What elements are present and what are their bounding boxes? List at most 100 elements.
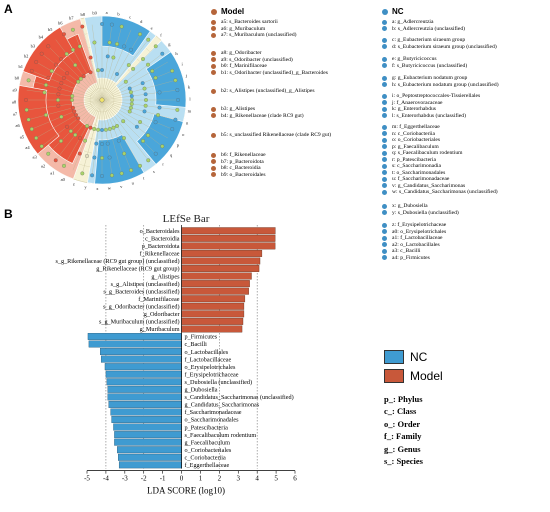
nc-legend-item: e: g_Butyricicoccus: [392, 56, 437, 62]
nc-bar: [118, 453, 182, 461]
cladogram-node: [143, 92, 148, 97]
model-legend-marker: [211, 113, 216, 118]
cladogram-branch: [101, 99, 149, 161]
cladogram-branch: [36, 99, 103, 139]
nc-bar: [88, 340, 182, 348]
cladogram-branch: [63, 34, 103, 101]
cladogram-node: [107, 127, 112, 131]
cladogram-label: k: [188, 85, 191, 90]
cladogram-branch: [101, 46, 156, 101]
cladogram-node: [59, 114, 64, 119]
cladogram-node: [146, 37, 151, 42]
cladogram-node: [138, 120, 143, 124]
nc-bar-label: o_Coriobacteriales: [185, 447, 232, 454]
model-bar: [181, 257, 261, 265]
model-legend-item: b9: o_Bacteroidales: [221, 171, 266, 178]
nc-legend-marker: [382, 163, 387, 169]
cladogram-label: t: [143, 175, 145, 180]
nc-legend-item: h: s_Eubacterium nodatum group (unclassi…: [392, 81, 499, 88]
cladogram-branch: [41, 53, 103, 101]
cladogram-node: [53, 158, 58, 163]
cladogram-branch: [91, 99, 103, 176]
cladogram-label: o: [182, 132, 185, 137]
nc-legend-item: j: f_Anaerovoracaceae: [392, 99, 443, 106]
model-legend-item: a8: g_Odoribacter: [221, 50, 262, 56]
model-legend-marker: [211, 19, 216, 25]
cladogram-node: [65, 71, 70, 76]
cladogram-branch: [91, 24, 103, 101]
cladogram-branch: [36, 61, 103, 101]
cladogram-node: [46, 151, 51, 156]
nc-legend-item: v: g_Candidatus_Saccharimonas: [392, 182, 466, 189]
cladogram-label: b0: [15, 76, 20, 81]
nc-legend-marker: [382, 203, 387, 209]
taxonomy-family: f_: Family: [384, 431, 422, 442]
nc-legend-marker: [382, 183, 387, 188]
nc-legend-item: z: f_Erysipelotrichaceae: [392, 222, 447, 228]
x-tick-label: -3: [122, 475, 128, 483]
nc-bar: [108, 400, 182, 408]
nc-legend-item: b: s_Adlercreutzia (unclassified): [392, 25, 466, 32]
cladogram-label: a3: [33, 155, 38, 160]
cladogram-node: [26, 78, 31, 83]
cladogram-node: [78, 76, 83, 81]
cladogram-node: [100, 128, 104, 132]
cladogram-label: i: [182, 62, 184, 67]
nc-legend-marker: [382, 235, 387, 241]
nc-legend-item: c: g_Eubacterium siraeum group: [392, 37, 466, 43]
nc-legend-marker: [382, 157, 387, 162]
model-legend-marker: [211, 57, 216, 62]
cladogram-node: [109, 173, 114, 178]
cladogram-label: a2: [41, 163, 45, 168]
cladogram-branch: [55, 99, 103, 161]
cladogram-branch: [72, 29, 103, 101]
cladogram-label: h: [175, 51, 178, 56]
cladogram-node: [88, 55, 93, 60]
cladogram-label: a9: [13, 87, 18, 92]
cladogram-node: [83, 138, 88, 143]
model-legend-item: b2: s_Alistipes (unclassified)_g_Alistip…: [221, 88, 315, 94]
cladogram-node: [138, 163, 142, 168]
cladogram-node: [59, 139, 63, 143]
cladogram-node: [96, 68, 101, 73]
model-legend-marker: [211, 152, 216, 158]
nc-legend-marker: [382, 37, 387, 43]
cladogram-label: c: [129, 15, 131, 20]
cladogram-branch: [82, 26, 103, 101]
nc-legend-item: i: o_Peptostreptococcales-Tissierellales: [392, 93, 481, 99]
lefse-bar-chart: LEfSe Bar o_Bacteroidalesc_Bacteroidiap_B…: [55, 213, 297, 496]
cladogram-label: f: [160, 33, 162, 38]
x-tick-label: 1: [199, 475, 203, 483]
model-legend-marker: [211, 32, 216, 38]
cladogram-branch: [63, 99, 103, 166]
nc-legend-title: NC: [392, 7, 404, 16]
nc-legend-marker: [382, 248, 387, 254]
model-legend-marker: [211, 172, 216, 177]
model-legend-item: b3: g_Alistipes: [221, 106, 256, 112]
model-legend-marker: [211, 159, 216, 164]
cladogram-label: u: [132, 180, 135, 185]
taxonomy-species: s_: Species: [384, 456, 423, 467]
cladogram-node: [141, 57, 145, 61]
model-legend-item: a7: s_Muribaculum (unclassified): [221, 32, 297, 38]
nc-legend-marker: [382, 255, 387, 260]
cladogram-label: w: [108, 186, 112, 191]
nc-legend-marker: [382, 222, 387, 228]
model-bar: [181, 234, 276, 242]
model-bar: [181, 287, 249, 295]
cladogram-node: [105, 141, 110, 146]
cladogram-label: x: [96, 186, 99, 191]
cladogram-node: [142, 86, 147, 91]
panel-a-letter: A: [4, 2, 13, 16]
cladogram-node: [57, 86, 62, 91]
nc-legend-item: k: g_Enterorhabdus: [392, 106, 436, 112]
nc-bar: [106, 378, 182, 386]
cladogram-node: [34, 136, 39, 140]
model-bar: [181, 242, 276, 250]
nc-bar-label: f_Eggerthellaceae: [185, 462, 230, 469]
nc-legend-marker: [382, 44, 387, 49]
nc-legend-item: w: s_Candidatus_Saccharimonas (unclassif…: [392, 189, 498, 195]
cladogram-branch: [101, 99, 173, 130]
nc-swatch-label: NC: [410, 350, 428, 364]
